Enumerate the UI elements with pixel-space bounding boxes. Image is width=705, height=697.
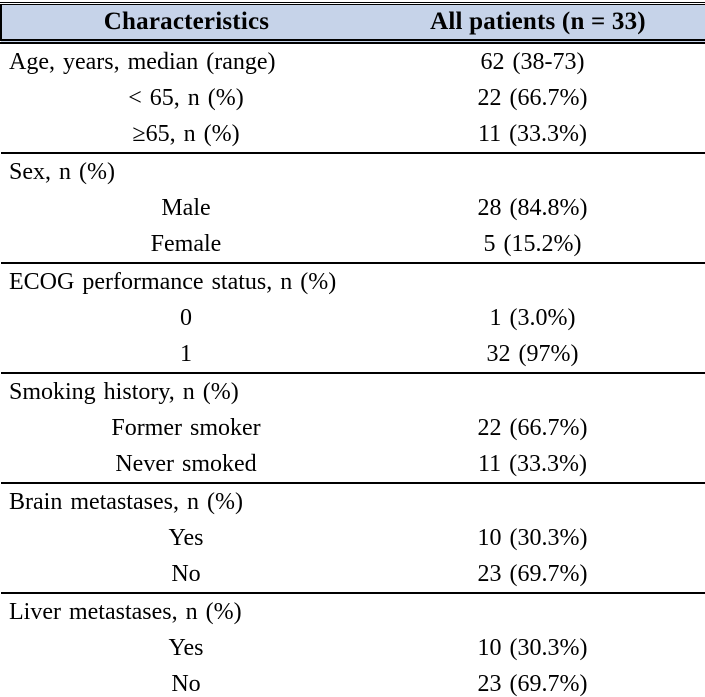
table-row: < 65, n (%) 22 (66.7%) <box>1 80 705 116</box>
value-cell: 10 (30.3%) <box>477 524 588 551</box>
table-row: Liver metastases, n (%) <box>1 592 705 630</box>
table-header: Characteristics All patients (n = 33) <box>0 2 705 44</box>
table-row: Age, years, median (range) 62 (38-73) <box>1 40 705 80</box>
table-row: Former smoker 22 (66.7%) <box>1 410 705 446</box>
value-cell <box>371 372 705 410</box>
value-cell: 5 (15.2%) <box>483 230 582 257</box>
table-row: Never smoked 11 (33.3%) <box>1 446 705 483</box>
value-cell <box>371 482 705 520</box>
value-cell: 22 (66.7%) <box>477 414 588 441</box>
value-cell: 11 (33.3%) <box>477 120 588 147</box>
value-cell <box>371 262 705 300</box>
characteristic-label: Male <box>161 194 211 221</box>
characteristic-label: Smoking history, n (%) <box>1 372 371 410</box>
characteristic-label: Yes <box>168 634 204 661</box>
characteristic-label: Female <box>150 230 222 257</box>
value-cell: 11 (33.3%) <box>477 450 588 477</box>
characteristic-label: Liver metastases, n (%) <box>1 592 371 630</box>
table-row: No 23 (69.7%) <box>1 666 705 697</box>
characteristic-label: Sex, n (%) <box>1 152 371 190</box>
characteristic-label: ECOG performance status, n (%) <box>1 262 371 300</box>
characteristic-label: ≥65, n (%) <box>132 120 240 147</box>
characteristic-label: No <box>1 666 371 697</box>
characteristic-label: No <box>171 560 201 587</box>
table-row: Sex, n (%) <box>1 152 705 190</box>
value-cell: 10 (30.3%) <box>477 634 588 661</box>
value-cell: 28 (84.8%) <box>477 194 588 221</box>
characteristic-label: Yes <box>168 524 204 551</box>
value-cell: 1 (3.0%) <box>489 304 576 331</box>
table-row: No 23 (69.7%) <box>1 556 705 593</box>
table-row: Female 5 (15.2%) <box>1 226 705 263</box>
characteristic-label: Brain metastases, n (%) <box>1 482 371 520</box>
table-row: ECOG performance status, n (%) <box>1 262 705 300</box>
characteristic-label: 1 <box>180 340 192 367</box>
table-row: Smoking history, n (%) <box>1 372 705 410</box>
value-cell <box>371 592 705 630</box>
header-all-patients: All patients (n = 33) <box>371 2 705 44</box>
characteristic-label: Former smoker <box>111 414 261 441</box>
table-row: Yes 10 (30.3%) <box>1 520 705 556</box>
characteristic-label: < 65, n (%) <box>128 84 244 111</box>
table-body: Age, years, median (range) 62 (38-73) < … <box>1 40 705 697</box>
value-cell: 22 (66.7%) <box>477 84 588 111</box>
header-characteristics: Characteristics <box>0 2 371 44</box>
value-cell: 32 (97%) <box>486 340 579 367</box>
table-row: 0 1 (3.0%) <box>1 300 705 336</box>
table-row: Yes 10 (30.3%) <box>1 630 705 666</box>
header-row: Characteristics All patients (n = 33) <box>0 2 705 44</box>
value-cell: 23 (69.7%) <box>371 666 705 697</box>
table-row: Male 28 (84.8%) <box>1 190 705 226</box>
table-row: Brain metastases, n (%) <box>1 482 705 520</box>
table-row: 1 32 (97%) <box>1 336 705 373</box>
value-cell: 23 (69.7%) <box>477 560 588 587</box>
characteristic-label: 0 <box>180 304 192 331</box>
table-row: ≥65, n (%) 11 (33.3%) <box>1 116 705 153</box>
value-cell <box>371 152 705 190</box>
value-cell: 62 (38-73) <box>371 40 705 80</box>
characteristic-label: Age, years, median (range) <box>1 40 371 80</box>
characteristic-label: Never smoked <box>115 450 257 477</box>
